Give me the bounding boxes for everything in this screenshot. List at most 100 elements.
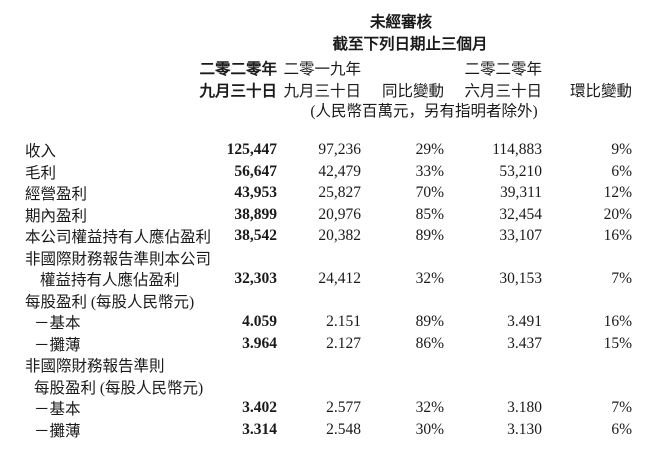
cell-jun2020: 114,883 bbox=[492, 141, 542, 158]
cell-sep2019: 2.151 bbox=[326, 313, 361, 330]
cell-sep2019: 24,412 bbox=[318, 270, 361, 287]
cell-sep2019: 2.577 bbox=[326, 399, 361, 416]
cell-sep2019: 97,236 bbox=[318, 141, 361, 158]
row-label: 每股盈利 (每股人民幣元) bbox=[34, 379, 204, 397]
cell-yoy: 89% bbox=[415, 227, 444, 244]
cell-qoq bbox=[542, 290, 632, 312]
cell-qoq: 15% bbox=[603, 334, 632, 352]
col-header-qoq-date: 環比變動 bbox=[569, 83, 632, 100]
table-row: 每股盈利 (每股人民幣元) bbox=[0, 290, 661, 312]
col-header-jun2020-year: 二零二零年 bbox=[464, 61, 542, 78]
cell-qoq: 9% bbox=[611, 141, 632, 158]
cell-qoq: 20% bbox=[603, 205, 632, 223]
cell-jun2020 bbox=[444, 290, 542, 312]
row-label: 非國際財務報告準則本公司 bbox=[25, 250, 212, 268]
row-label: 經營盈利 bbox=[25, 186, 88, 203]
cell-sep2020: 3.402 bbox=[242, 399, 277, 416]
col-header-yoy-year bbox=[361, 57, 444, 79]
cell-jun2020: 39,311 bbox=[499, 184, 542, 201]
row-label: 毛利 bbox=[25, 164, 57, 182]
cell-yoy: 32% bbox=[415, 399, 444, 416]
col-header-qoq-year bbox=[542, 57, 632, 79]
table-row: 非國際財務報告準則 bbox=[0, 354, 661, 376]
cell-sep2019: 42,479 bbox=[318, 162, 361, 180]
cell-sep2020: 3.314 bbox=[242, 420, 277, 438]
cell-sep2020: 3.964 bbox=[242, 334, 277, 352]
cell-sep2020 bbox=[215, 354, 277, 376]
table-row: 本公司權益持有人應佔盈利 38,542 20,382 89% 33,107 16% bbox=[0, 225, 661, 247]
header-spacer bbox=[25, 79, 215, 101]
cell-sep2020: 4.059 bbox=[242, 313, 277, 330]
cell-sep2019: 2.548 bbox=[326, 420, 361, 438]
cell-qoq bbox=[542, 354, 632, 376]
column-header-date-row: 九月三十日 九月三十日 同比變動 六月三十日 環比變動 bbox=[0, 79, 661, 101]
table-row: 毛利 56,647 42,479 33% 53,210 6% bbox=[0, 161, 661, 183]
row-label: －基本 bbox=[34, 315, 81, 332]
cell-jun2020: 33,107 bbox=[499, 227, 542, 244]
row-label: 權益持有人應佔盈利 bbox=[40, 272, 180, 289]
table-row: 收入 125,447 97,236 29% 114,883 9% bbox=[0, 139, 661, 161]
row-label: 非國際財務報告準則 bbox=[25, 358, 165, 375]
cell-yoy: 85% bbox=[415, 205, 444, 223]
cell-jun2020 bbox=[444, 376, 542, 398]
col-header-sep2019-year: 二零一九年 bbox=[283, 61, 361, 78]
cell-sep2019: 25,827 bbox=[318, 184, 361, 201]
cell-sep2019 bbox=[277, 247, 361, 269]
cell-yoy: 33% bbox=[415, 162, 444, 180]
table-row: －攤薄 3.314 2.548 30% 3.130 6% bbox=[0, 419, 661, 441]
cell-jun2020: 32,454 bbox=[499, 205, 542, 223]
col-header-sep2019-date: 九月三十日 bbox=[283, 83, 361, 100]
col-header-sep2020-year: 二零二零年 bbox=[199, 61, 277, 78]
table-row: 經營盈利 43,953 25,827 70% 39,311 12% bbox=[0, 182, 661, 204]
cell-yoy bbox=[361, 290, 444, 312]
table-row: 非國際財務報告準則本公司 bbox=[0, 247, 661, 269]
cell-qoq: 7% bbox=[611, 270, 632, 287]
table-row: －攤薄 3.964 2.127 86% 3.437 15% bbox=[0, 333, 661, 355]
col-header-jun2020-date: 六月三十日 bbox=[464, 83, 542, 100]
cell-qoq: 12% bbox=[603, 184, 632, 201]
cell-yoy: 70% bbox=[415, 184, 444, 201]
cell-yoy bbox=[361, 376, 444, 398]
cell-yoy: 30% bbox=[415, 420, 444, 438]
cell-jun2020: 3.491 bbox=[507, 313, 542, 330]
cell-qoq: 16% bbox=[603, 313, 632, 330]
unaudited-title: 未經審核 bbox=[369, 14, 433, 31]
cell-sep2019: 2.127 bbox=[326, 334, 361, 352]
cell-jun2020: 30,153 bbox=[499, 270, 542, 287]
cell-sep2019: 20,382 bbox=[318, 227, 361, 244]
cell-jun2020 bbox=[444, 354, 542, 376]
period-title: 截至下列日期止三個月 bbox=[332, 36, 488, 53]
row-label: 期內盈利 bbox=[25, 207, 88, 225]
cell-sep2020: 38,899 bbox=[234, 205, 277, 223]
cell-sep2020 bbox=[215, 376, 277, 398]
cell-jun2020 bbox=[444, 247, 542, 269]
cell-jun2020: 53,210 bbox=[499, 162, 542, 180]
cell-sep2019: 20,976 bbox=[318, 205, 361, 223]
cell-yoy bbox=[361, 354, 444, 376]
cell-sep2020 bbox=[215, 290, 277, 312]
cell-sep2020 bbox=[215, 247, 277, 269]
cell-yoy: 86% bbox=[415, 334, 444, 352]
table-row: 期內盈利 38,899 20,976 85% 32,454 20% bbox=[0, 204, 661, 226]
cell-jun2020: 3.130 bbox=[507, 420, 542, 438]
cell-sep2019 bbox=[277, 290, 361, 312]
table-row: 每股盈利 (每股人民幣元) bbox=[0, 376, 661, 398]
cell-jun2020: 3.437 bbox=[507, 334, 542, 352]
cell-qoq bbox=[542, 247, 632, 269]
row-label: －基本 bbox=[34, 401, 81, 418]
cell-qoq: 16% bbox=[603, 227, 632, 244]
row-label: －攤薄 bbox=[34, 422, 81, 440]
row-label: 每股盈利 (每股人民幣元) bbox=[25, 293, 195, 311]
cell-qoq: 6% bbox=[611, 420, 632, 438]
cell-qoq: 7% bbox=[611, 399, 632, 416]
cell-sep2019 bbox=[277, 376, 361, 398]
column-header-year-row: 二零二零年 二零一九年 二零二零年 bbox=[0, 57, 661, 79]
cell-sep2020: 43,953 bbox=[234, 184, 277, 201]
currency-unit-note: (人民幣百萬元，另有指明者除外) bbox=[310, 103, 538, 120]
cell-yoy: 32% bbox=[415, 270, 444, 287]
table-row: 權益持有人應佔盈利 32,303 24,412 32% 30,153 7% bbox=[0, 268, 661, 290]
cell-sep2020: 32,303 bbox=[234, 270, 277, 287]
row-label: 收入 bbox=[25, 143, 57, 160]
col-header-yoy-date: 同比變動 bbox=[381, 83, 444, 100]
